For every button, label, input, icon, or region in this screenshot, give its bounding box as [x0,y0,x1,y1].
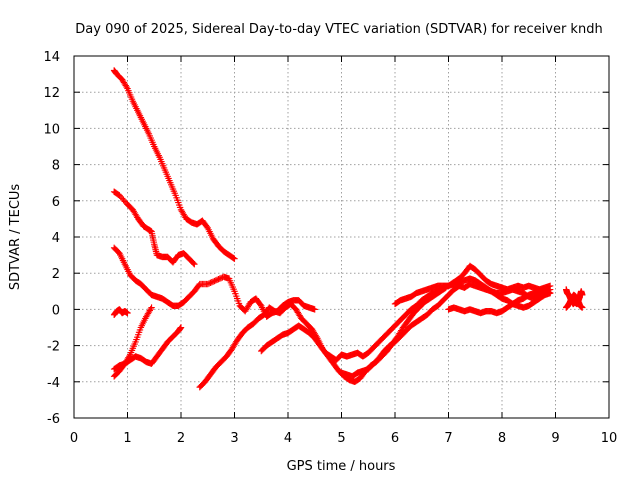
data-point [546,289,554,297]
data-point [123,83,130,91]
y-tick-label: 4 [52,231,60,246]
data-point [579,304,586,311]
y-tick-label: 8 [52,159,60,174]
x-tick-label: 5 [337,431,345,446]
chart-title: Day 090 of 2025, Sidereal Day-to-day VTE… [75,22,602,37]
series-arc-11 [445,286,554,317]
series-arc-13 [563,291,586,311]
x-tick-label: 9 [551,431,559,446]
x-tick-label: 0 [70,431,78,446]
series-arc-3 [110,244,318,320]
data-point [190,260,197,267]
y-tick-label: 0 [52,303,60,318]
y-tick-label: -4 [47,376,60,391]
data-point [191,260,198,268]
x-tick-label: 1 [123,431,131,446]
y-tick-label: 6 [52,195,60,210]
x-tick-label: 4 [284,431,292,446]
series-arc-6 [110,304,155,380]
y-tick-label: 14 [43,50,60,65]
x-tick-label: 7 [444,431,452,446]
x-axis-label: GPS time / hours [287,459,396,474]
data-point [148,304,155,311]
data-point [147,305,154,313]
y-tick-label: 12 [43,86,60,101]
data-point [231,255,238,262]
x-tick-label: 8 [498,431,506,446]
series-arc-4 [110,306,131,319]
x-tick-label: 10 [601,431,618,446]
x-tick-label: 6 [391,431,399,446]
x-tick-label: 3 [230,431,238,446]
data-point [230,254,237,262]
y-tick-label: -2 [47,340,60,355]
data-series [110,67,586,391]
data-point [124,309,131,317]
series-arc-10 [391,275,554,308]
data-point [579,291,586,299]
x-tick-label: 2 [177,431,185,446]
data-point [126,352,133,360]
y-tick-label: 10 [43,122,60,137]
series-arc-1 [110,67,238,262]
y-axis-label: SDTVAR / TECUs [8,184,23,291]
y-tick-label: -6 [47,412,60,427]
series-arc-8 [258,262,554,364]
data-point [177,324,185,331]
data-point [311,306,318,313]
series-arc-2 [110,188,198,268]
data-point [546,289,553,296]
y-tick-label: 2 [52,267,60,282]
